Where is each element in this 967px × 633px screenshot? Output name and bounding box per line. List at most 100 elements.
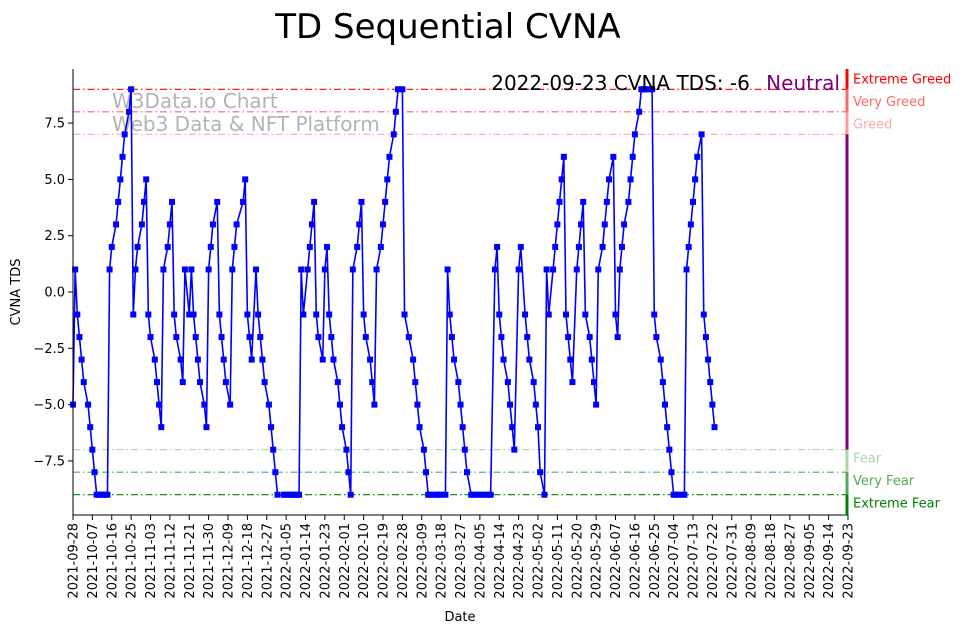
data-point-marker <box>145 311 152 318</box>
data-point-marker <box>242 176 249 183</box>
data-point-marker <box>659 379 666 386</box>
data-point-marker <box>459 424 466 431</box>
data-point-marker <box>649 86 656 93</box>
data-point-marker <box>690 198 696 205</box>
data-point-marker <box>89 446 96 453</box>
data-point-marker <box>248 356 255 363</box>
data-point-marker <box>451 356 458 363</box>
band-label: Fear <box>853 452 882 467</box>
data-point-marker <box>414 401 421 408</box>
data-point-marker <box>616 266 623 273</box>
data-point-marker <box>558 176 565 183</box>
data-point-marker <box>300 311 307 318</box>
data-point-marker <box>683 266 690 273</box>
latest-reading-annotation: 2022-09-23 CVNA TDS: -6 Neutral <box>491 71 840 95</box>
data-point-marker <box>526 356 533 363</box>
x-tick-label: 2022-05-02 <box>532 523 547 599</box>
data-point-marker <box>166 221 173 228</box>
data-point-marker <box>326 311 333 318</box>
data-point-marker <box>401 311 408 318</box>
x-tick-label: 2021-12-27 <box>260 523 275 599</box>
data-point-marker <box>138 221 145 228</box>
data-point-marker <box>197 379 204 386</box>
data-point-marker <box>173 334 180 341</box>
data-point-marker <box>515 266 522 273</box>
data-point-marker <box>132 266 139 273</box>
x-tick-label: 2022-06-07 <box>609 523 624 599</box>
data-point-marker <box>550 266 557 273</box>
data-point-marker <box>179 379 186 386</box>
data-point-marker <box>599 243 606 250</box>
data-point-marker <box>392 108 399 115</box>
data-point-marker <box>147 334 154 341</box>
data-point-marker <box>457 401 464 408</box>
data-point-marker <box>472 491 479 498</box>
data-point-marker <box>339 424 346 431</box>
data-point-marker <box>700 311 707 318</box>
data-point-marker <box>412 379 419 386</box>
data-point-marker <box>629 153 636 160</box>
data-point-marker <box>705 356 712 363</box>
x-tick-label: 2022-03-18 <box>435 523 450 599</box>
data-point-marker <box>328 334 335 341</box>
x-tick-label: 2021-10-07 <box>86 523 101 599</box>
x-tick-label: 2021-11-03 <box>144 523 159 599</box>
data-point-marker <box>552 243 559 250</box>
data-point-marker <box>106 266 113 273</box>
data-point-marker <box>390 131 397 138</box>
data-point-marker <box>356 221 363 228</box>
data-point-marker <box>511 446 518 453</box>
x-tick-label: 2022-02-28 <box>396 523 411 599</box>
data-point-marker <box>438 491 445 498</box>
data-point-marker <box>298 266 305 273</box>
data-point-marker <box>330 356 337 363</box>
data-point-marker <box>573 266 580 273</box>
data-point-marker <box>580 198 587 205</box>
x-tick-label: 2022-06-25 <box>648 523 663 599</box>
x-tick-label: 2022-05-11 <box>551 523 566 599</box>
data-point-marker <box>567 356 574 363</box>
data-point-marker <box>321 266 328 273</box>
data-point-marker <box>255 311 262 318</box>
data-point-marker <box>311 198 318 205</box>
data-point-marker <box>371 401 378 408</box>
data-point-marker <box>265 401 272 408</box>
data-point-marker <box>194 356 201 363</box>
data-point-marker <box>692 176 699 183</box>
data-point-marker <box>296 491 303 498</box>
data-point-marker <box>578 221 585 228</box>
data-point-marker <box>76 334 83 341</box>
data-point-marker <box>143 176 150 183</box>
data-point-marker <box>455 379 462 386</box>
data-point-marker <box>85 401 92 408</box>
watermark-line-1: W3Data.io Chart <box>112 89 278 113</box>
data-point-marker <box>657 356 664 363</box>
data-point-marker <box>367 356 374 363</box>
x-tick-label: 2022-08-18 <box>764 523 779 599</box>
data-point-marker <box>201 401 208 408</box>
x-tick-label: 2022-09-23 <box>842 523 857 599</box>
data-point-marker <box>104 491 111 498</box>
data-point-marker <box>681 491 688 498</box>
data-point-marker <box>625 198 632 205</box>
data-point-marker <box>121 131 128 138</box>
data-point-marker <box>707 379 714 386</box>
data-point-marker <box>130 311 137 318</box>
data-point-marker <box>487 491 494 498</box>
data-point-marker <box>416 424 423 431</box>
data-point-marker <box>711 424 718 431</box>
data-point-marker <box>190 311 197 318</box>
data-point-marker <box>125 108 132 115</box>
band-label: Extreme Greed <box>853 72 951 87</box>
data-point-marker <box>80 379 87 386</box>
x-axis-label: Date <box>444 610 475 625</box>
data-point-marker <box>324 243 331 250</box>
y-ticks: −7.5 −5.0 −2.5 0.0 2.5 5.0 7.5 <box>33 117 73 469</box>
data-point-marker <box>216 311 223 318</box>
sentiment-gauge: Extreme Greed Very Greed Greed Fear Very Fea… <box>845 69 951 515</box>
data-point-marker <box>113 221 120 228</box>
data-point-marker <box>373 266 380 273</box>
data-point-marker <box>545 311 552 318</box>
data-point-marker <box>207 243 214 250</box>
latest-reading-status: Neutral <box>766 71 840 95</box>
